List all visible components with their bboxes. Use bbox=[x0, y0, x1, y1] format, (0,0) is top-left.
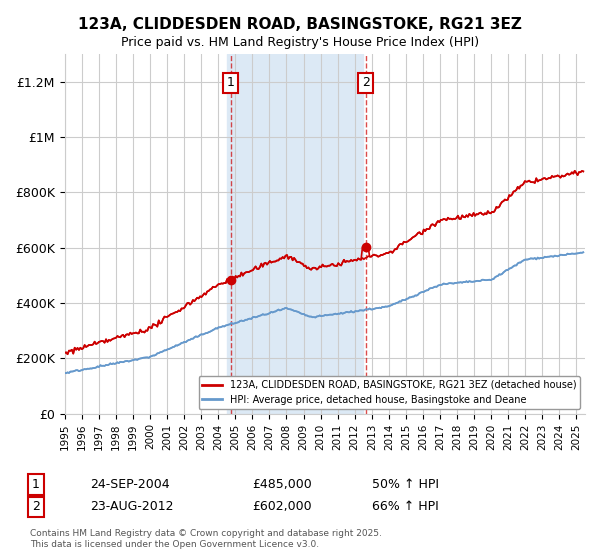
Text: 2: 2 bbox=[32, 500, 40, 514]
Bar bbox=[227, 54, 363, 414]
Text: £602,000: £602,000 bbox=[252, 500, 311, 514]
Text: Contains HM Land Registry data © Crown copyright and database right 2025.
This d: Contains HM Land Registry data © Crown c… bbox=[30, 529, 382, 549]
Text: 1: 1 bbox=[32, 478, 40, 491]
Text: Price paid vs. HM Land Registry's House Price Index (HPI): Price paid vs. HM Land Registry's House … bbox=[121, 36, 479, 49]
Text: 123A, CLIDDESDEN ROAD, BASINGSTOKE, RG21 3EZ: 123A, CLIDDESDEN ROAD, BASINGSTOKE, RG21… bbox=[78, 17, 522, 32]
Text: £485,000: £485,000 bbox=[252, 478, 312, 491]
Legend: 123A, CLIDDESDEN ROAD, BASINGSTOKE, RG21 3EZ (detached house), HPI: Average pric: 123A, CLIDDESDEN ROAD, BASINGSTOKE, RG21… bbox=[199, 376, 580, 409]
Text: 66% ↑ HPI: 66% ↑ HPI bbox=[372, 500, 439, 514]
Text: 50% ↑ HPI: 50% ↑ HPI bbox=[372, 478, 439, 491]
Text: 1: 1 bbox=[227, 77, 235, 90]
Text: 2: 2 bbox=[362, 77, 370, 90]
Text: 24-SEP-2004: 24-SEP-2004 bbox=[90, 478, 170, 491]
Text: 23-AUG-2012: 23-AUG-2012 bbox=[90, 500, 173, 514]
